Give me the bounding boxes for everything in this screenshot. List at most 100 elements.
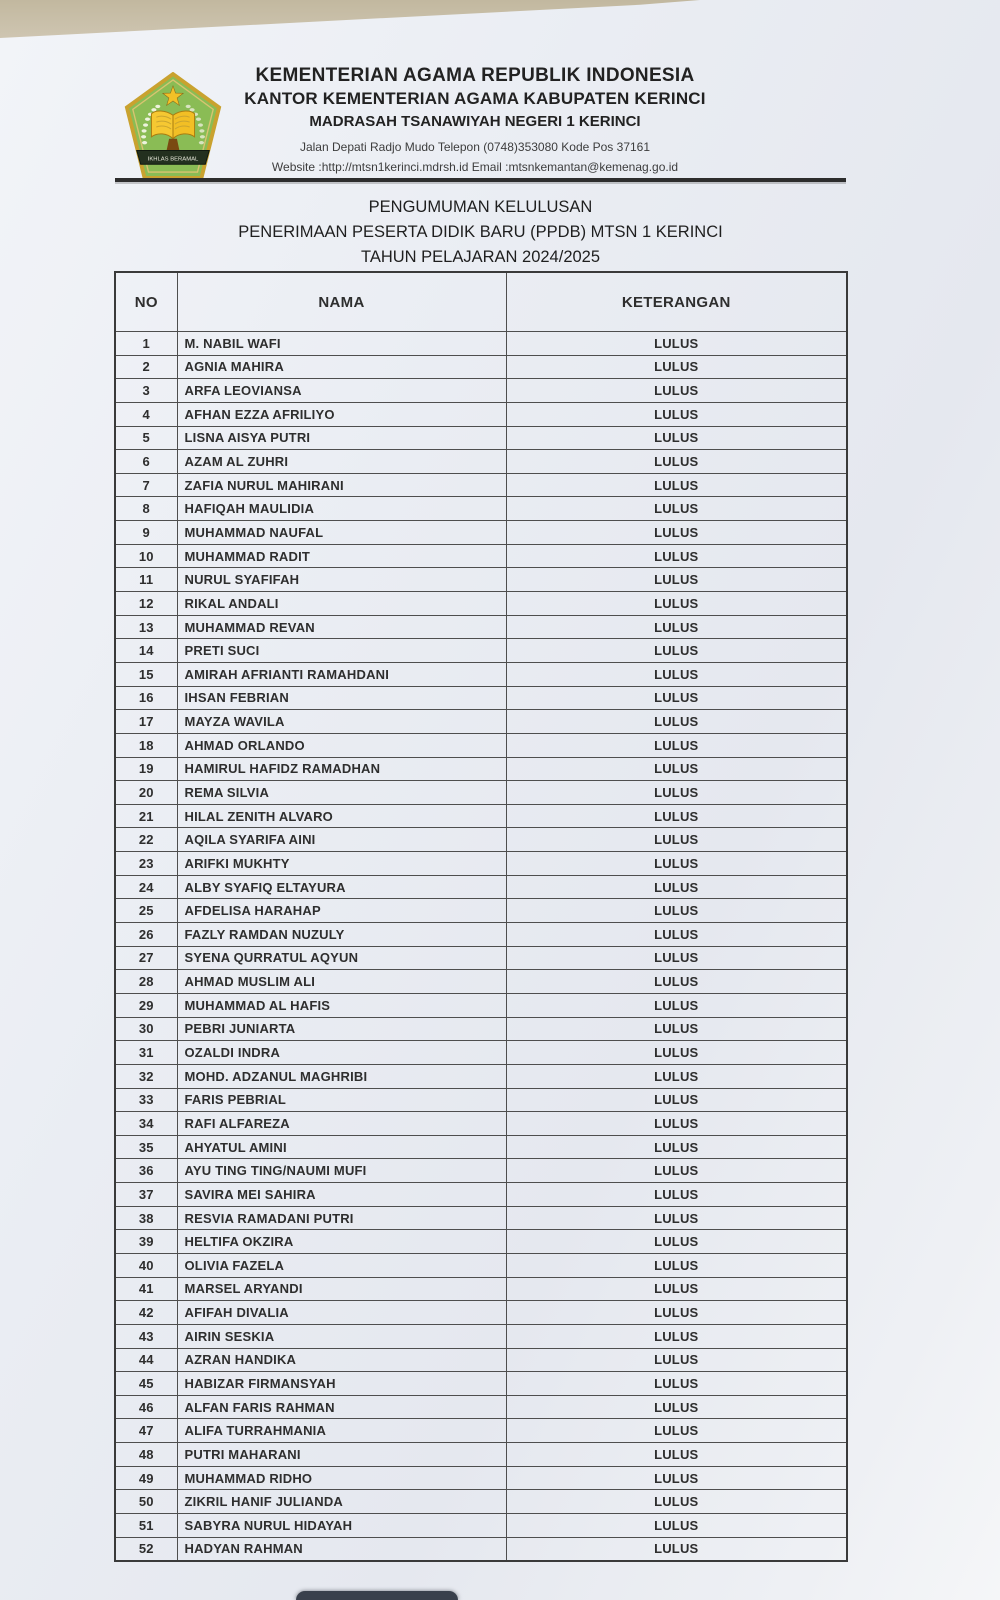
student-name: ALFAN FARIS RAHMAN xyxy=(176,1394,507,1420)
student-name: HILAL ZENITH ALVARO xyxy=(176,803,507,829)
table-row: 1 M. NABIL WAFI LULUS xyxy=(114,331,848,356)
row-number: 25 xyxy=(114,898,178,924)
table-row: 40 OLIVIA FAZELA LULUS xyxy=(114,1252,848,1278)
student-name: AFIFAH DIVALIA xyxy=(176,1300,507,1325)
student-name: HABIZAR FIRMANSYAH xyxy=(176,1371,507,1396)
status-value: LULUS xyxy=(505,1513,848,1538)
table-row: 5 LISNA AISYA PUTRI LULUS xyxy=(114,425,848,451)
results-table-body: 1 M. NABIL WAFI LULUS 2 AGNIA MAHIRA LUL… xyxy=(114,331,848,1562)
status-value: LULUS xyxy=(505,520,848,545)
status-value: LULUS xyxy=(505,543,848,569)
student-name: RAFI ALFAREZA xyxy=(176,1111,507,1136)
student-name: PUTRI MAHARANI xyxy=(176,1442,507,1467)
student-name: MUHAMMAD RIDHO xyxy=(176,1465,507,1491)
status-value: LULUS xyxy=(505,1276,848,1302)
table-row: 44 AZRAN HANDIKA LULUS xyxy=(114,1347,848,1373)
row-number: 24 xyxy=(114,874,178,900)
status-value: LULUS xyxy=(505,638,848,663)
row-number: 52 xyxy=(114,1536,178,1562)
status-value: LULUS xyxy=(505,803,848,829)
table-row: 17 MAYZA WAVILA LULUS xyxy=(114,709,848,734)
table-row: 4 AFHAN EZZA AFRILIYO LULUS xyxy=(114,401,848,427)
status-value: LULUS xyxy=(505,1418,848,1444)
row-number: 31 xyxy=(114,1040,178,1065)
table-row: 24 ALBY SYAFIQ ELTAYURA LULUS xyxy=(114,874,848,900)
table-row: 26 FAZLY RAMDAN NUZULY LULUS xyxy=(114,922,848,947)
table-row: 36 AYU TING TING/NAUMI MUFI LULUS xyxy=(114,1158,848,1184)
student-name: IHSAN FEBRIAN xyxy=(176,685,507,711)
row-number: 45 xyxy=(114,1371,178,1396)
school-name: MADRASAH TSANAWIYAH NEGERI 1 KERINCI xyxy=(309,113,641,130)
student-name: FAZLY RAMDAN NUZULY xyxy=(176,922,507,947)
results-table: NO NAMA KETERANGAN 1 M. NABIL WAFI LULUS… xyxy=(114,271,848,1563)
table-row: 2 AGNIA MAHIRA LULUS xyxy=(114,354,848,380)
student-name: PEBRI JUNIARTA xyxy=(176,1016,507,1042)
row-number: 2 xyxy=(114,354,178,380)
table-row: 23 ARIFKI MUKHTY LULUS xyxy=(114,851,848,876)
row-number: 44 xyxy=(114,1347,178,1373)
table-row: 8 HAFIQAH MAULIDIA LULUS xyxy=(114,496,848,522)
row-number: 42 xyxy=(114,1300,178,1325)
table-row: 10 MUHAMMAD RADIT LULUS xyxy=(114,543,848,569)
table-row: 43 AIRIN SESKIA LULUS xyxy=(114,1323,848,1349)
table-row: 51 SABYRA NURUL HIDAYAH LULUS xyxy=(114,1513,848,1538)
student-name: REMA SILVIA xyxy=(176,780,507,805)
student-name: MARSEL ARYANDI xyxy=(176,1276,507,1302)
table-row: 6 AZAM AL ZUHRI LULUS xyxy=(114,449,848,474)
title-line-3: TAHUN PELAJARAN 2024/2025 xyxy=(360,248,601,266)
row-number: 39 xyxy=(114,1229,178,1254)
row-number: 12 xyxy=(114,591,178,616)
table-row: 35 AHYATUL AMINI LULUS xyxy=(114,1134,848,1160)
row-number: 11 xyxy=(114,567,178,593)
student-name: AZRAN HANDIKA xyxy=(176,1347,507,1373)
status-value: LULUS xyxy=(505,1087,848,1113)
row-number: 48 xyxy=(114,1442,178,1467)
student-name: ZIKRIL HANIF JULIANDA xyxy=(176,1489,507,1515)
letterhead: KEMENTERIAN AGAMA REPUBLIK INDONESIA KAN… xyxy=(115,64,835,175)
row-number: 21 xyxy=(114,803,178,829)
table-row: 12 RIKAL ANDALI LULUS xyxy=(114,591,848,616)
status-value: LULUS xyxy=(505,1394,848,1420)
row-number: 29 xyxy=(114,992,178,1018)
table-row: 39 HELTIFA OKZIRA LULUS xyxy=(114,1229,848,1254)
student-name: MUHAMMAD AL HAFIS xyxy=(176,992,507,1018)
student-name: AZAM AL ZUHRI xyxy=(176,449,507,474)
row-number: 32 xyxy=(114,1063,178,1089)
row-number: 9 xyxy=(114,520,178,545)
status-value: LULUS xyxy=(505,732,848,758)
column-header-nama: NAMA xyxy=(176,271,507,332)
student-name: AMIRAH AFRIANTI RAMAHDANI xyxy=(176,661,507,687)
status-value: LULUS xyxy=(505,1536,848,1562)
status-value: LULUS xyxy=(505,969,848,994)
student-name: AHMAD ORLANDO xyxy=(176,732,507,758)
row-number: 3 xyxy=(114,378,178,403)
status-value: LULUS xyxy=(505,827,848,853)
table-row: 34 RAFI ALFAREZA LULUS xyxy=(114,1111,848,1136)
status-value: LULUS xyxy=(505,1016,848,1042)
school-address: Jalan Depati Radjo Mudo Telepon (0748)35… xyxy=(299,140,651,154)
student-name: OZALDI INDRA xyxy=(176,1040,507,1065)
row-number: 28 xyxy=(114,969,178,994)
status-value: LULUS xyxy=(505,331,848,356)
status-value: LULUS xyxy=(505,1347,848,1373)
status-value: LULUS xyxy=(505,874,848,900)
table-row: 32 MOHD. ADZANUL MAGHRIBI LULUS xyxy=(114,1063,848,1089)
row-number: 20 xyxy=(114,780,178,805)
student-name: AQILA SYARIFA AINI xyxy=(176,827,507,853)
status-value: LULUS xyxy=(505,1465,848,1491)
student-name: MUHAMMAD RADIT xyxy=(176,543,507,569)
status-value: LULUS xyxy=(505,1182,848,1207)
status-value: LULUS xyxy=(505,1063,848,1089)
row-number: 46 xyxy=(114,1394,178,1420)
announcement-title: PENGUMUMAN KELULUSAN PENERIMAAN PESERTA … xyxy=(115,195,846,270)
row-number: 15 xyxy=(114,661,178,687)
student-name: AIRIN SESKIA xyxy=(176,1323,507,1349)
status-value: LULUS xyxy=(505,1134,848,1160)
student-name: M. NABIL WAFI xyxy=(176,331,507,356)
status-value: LULUS xyxy=(505,1111,848,1136)
table-row: 50 ZIKRIL HANIF JULIANDA LULUS xyxy=(114,1489,848,1515)
table-header-row: NO NAMA KETERANGAN xyxy=(114,271,848,332)
table-row: 27 SYENA QURRATUL AQYUN LULUS xyxy=(114,945,848,971)
status-value: LULUS xyxy=(505,945,848,971)
table-row: 46 ALFAN FARIS RAHMAN LULUS xyxy=(114,1394,848,1420)
